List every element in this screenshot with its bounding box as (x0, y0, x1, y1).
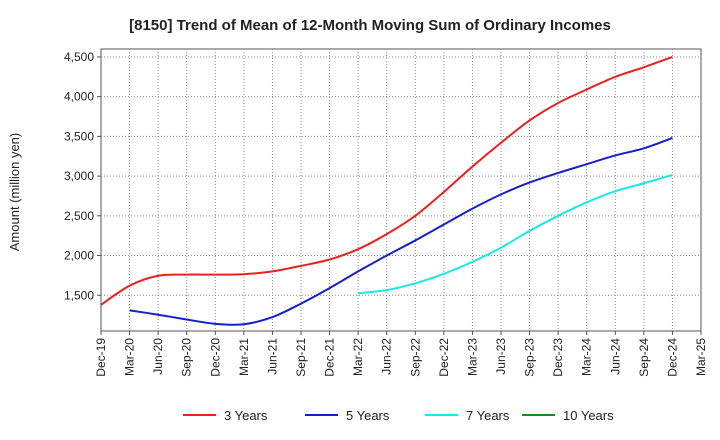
x-tick-label: Jun-21 (265, 338, 279, 375)
legend-label: 3 Years (224, 408, 268, 423)
legend-item-3-years: 3 Years (183, 408, 268, 423)
y-tick-label: 4,000 (64, 90, 94, 104)
legend-label: 10 Years (563, 408, 614, 423)
y-tick-label: 2,000 (64, 249, 94, 263)
legend: 3 Years 5 Years 7 Years 10 Years (183, 408, 614, 423)
plot-frame (100, 48, 702, 332)
x-tick-label: Sep-20 (180, 338, 194, 377)
y-tick-label: 4,500 (64, 50, 94, 64)
x-tick-label: Sep-21 (294, 338, 308, 377)
x-tick-label: Mar-25 (694, 338, 708, 376)
x-tick-label: Sep-23 (523, 338, 537, 377)
x-tick-label: Mar-22 (351, 338, 365, 376)
x-tick-label: Dec-24 (665, 338, 679, 377)
x-tick-label: Dec-20 (208, 338, 222, 377)
y-tick-label: 2,500 (64, 209, 94, 223)
x-tick-label: Mar-20 (123, 338, 137, 376)
x-tick-label: Dec-22 (437, 338, 451, 377)
legend-item-10-years: 10 Years (522, 408, 614, 423)
legend-label: 5 Years (346, 408, 390, 423)
y-tick-label: 1,500 (64, 288, 94, 302)
x-tick-label: Mar-21 (237, 338, 251, 376)
y-axis-label: Amount (million yen) (7, 133, 22, 252)
series-line-3-years (100, 55, 673, 306)
plot-area: 1,500 2,000 2,500 3,000 3,500 4,000 4,500 Dec-1… (64, 48, 708, 377)
chart-title: [8150] Trend of Mean of 12-Month Moving … (129, 17, 611, 34)
x-tick-label: Dec-19 (94, 338, 108, 377)
x-tick-label: Dec-23 (551, 338, 565, 377)
y-tick-label: 3,000 (64, 169, 94, 183)
legend-item-5-years: 5 Years (305, 408, 390, 423)
y-tick-label: 3,500 (64, 129, 94, 143)
x-tick-label: Jun-22 (380, 338, 394, 375)
x-tick-label: Dec-21 (323, 338, 337, 377)
legend-label: 7 Years (466, 408, 510, 423)
x-tick-label: Jun-24 (608, 338, 622, 375)
series-line-7-years (358, 173, 673, 295)
x-tick-label: Mar-23 (465, 338, 479, 376)
x-tick-label: Sep-22 (408, 338, 422, 377)
x-tick-label: Sep-24 (637, 338, 651, 377)
series-line-5-years (129, 137, 673, 326)
x-tick-label: Mar-24 (580, 338, 594, 376)
x-tick-label: Jun-23 (494, 338, 508, 375)
legend-item-7-years: 7 Years (425, 408, 510, 423)
x-tick-label: Jun-20 (151, 338, 165, 375)
